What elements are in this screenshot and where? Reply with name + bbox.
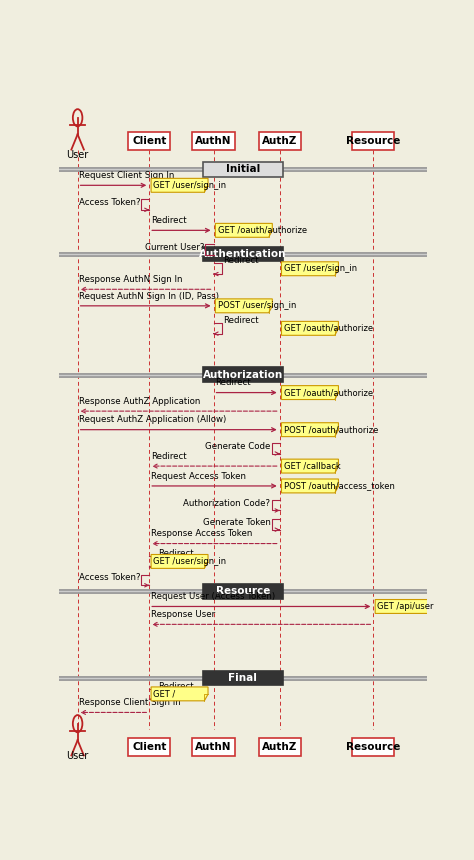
Text: Redirect: Redirect bbox=[158, 682, 194, 691]
Text: POST /user/sign_in: POST /user/sign_in bbox=[218, 301, 296, 310]
Text: Redirect: Redirect bbox=[151, 216, 187, 225]
Text: Request Client Sign In: Request Client Sign In bbox=[80, 171, 175, 180]
Text: Response AuthZ Application: Response AuthZ Application bbox=[80, 396, 201, 406]
Text: User: User bbox=[66, 751, 89, 761]
Text: Generate Code: Generate Code bbox=[205, 442, 271, 451]
Text: GET /user/sign_in: GET /user/sign_in bbox=[284, 264, 357, 273]
Text: GET /oauth/authorize: GET /oauth/authorize bbox=[284, 324, 373, 333]
FancyBboxPatch shape bbox=[352, 738, 394, 756]
Text: GET /api/user: GET /api/user bbox=[377, 602, 434, 611]
Text: AuthZ: AuthZ bbox=[262, 136, 297, 146]
Text: Access Token?: Access Token? bbox=[79, 574, 140, 582]
FancyBboxPatch shape bbox=[202, 247, 283, 261]
Text: Authorization: Authorization bbox=[203, 370, 283, 380]
Text: Client: Client bbox=[132, 742, 166, 752]
Polygon shape bbox=[282, 459, 338, 473]
Polygon shape bbox=[151, 687, 208, 701]
Text: Redirect: Redirect bbox=[215, 378, 251, 387]
Text: Authorization Code?: Authorization Code? bbox=[183, 499, 271, 507]
FancyBboxPatch shape bbox=[192, 132, 235, 150]
Polygon shape bbox=[282, 385, 338, 400]
Text: Response Client Sign In: Response Client Sign In bbox=[80, 698, 181, 707]
Text: Redirect: Redirect bbox=[158, 550, 194, 558]
Text: Response Access Token: Response Access Token bbox=[151, 529, 253, 538]
Text: Request Access Token: Request Access Token bbox=[151, 471, 246, 481]
Polygon shape bbox=[215, 299, 272, 313]
Text: POST /oauth/access_token: POST /oauth/access_token bbox=[284, 482, 394, 490]
Text: Client: Client bbox=[132, 136, 166, 146]
Text: Request AuthN Sign In (ID, Pass): Request AuthN Sign In (ID, Pass) bbox=[80, 292, 219, 300]
Text: GET /: GET / bbox=[153, 690, 175, 698]
Text: Redirect: Redirect bbox=[223, 316, 258, 325]
Text: Redirect: Redirect bbox=[223, 256, 258, 266]
Text: GET /user/sign_in: GET /user/sign_in bbox=[153, 181, 227, 190]
Text: AuthZ: AuthZ bbox=[262, 742, 297, 752]
Text: Redirect: Redirect bbox=[151, 452, 187, 461]
Text: Current User?: Current User? bbox=[145, 243, 204, 252]
Text: GET /oauth/authorize: GET /oauth/authorize bbox=[218, 226, 307, 235]
Text: GET /callback: GET /callback bbox=[284, 462, 340, 470]
FancyBboxPatch shape bbox=[192, 738, 235, 756]
Text: Resource: Resource bbox=[346, 136, 401, 146]
FancyBboxPatch shape bbox=[258, 132, 301, 150]
FancyBboxPatch shape bbox=[128, 738, 170, 756]
Text: GET /user/sign_in: GET /user/sign_in bbox=[153, 557, 227, 566]
Polygon shape bbox=[215, 224, 272, 237]
FancyBboxPatch shape bbox=[202, 367, 283, 382]
Text: Access Token?: Access Token? bbox=[79, 198, 140, 207]
FancyBboxPatch shape bbox=[258, 738, 301, 756]
FancyBboxPatch shape bbox=[128, 132, 170, 150]
Text: Authentication: Authentication bbox=[199, 249, 287, 259]
FancyBboxPatch shape bbox=[202, 163, 283, 176]
Polygon shape bbox=[375, 599, 432, 613]
Text: Final: Final bbox=[228, 673, 257, 683]
Text: AuthN: AuthN bbox=[195, 742, 232, 752]
FancyBboxPatch shape bbox=[202, 584, 283, 599]
Text: GET /oauth/authorize: GET /oauth/authorize bbox=[284, 388, 373, 397]
Polygon shape bbox=[282, 261, 338, 276]
Polygon shape bbox=[151, 555, 208, 568]
Text: Resource: Resource bbox=[216, 587, 270, 596]
Polygon shape bbox=[151, 178, 208, 193]
Polygon shape bbox=[282, 423, 338, 437]
FancyBboxPatch shape bbox=[202, 671, 283, 685]
Text: Resource: Resource bbox=[346, 742, 401, 752]
Text: User: User bbox=[66, 150, 89, 160]
Text: Request AuthZ Application (Allow): Request AuthZ Application (Allow) bbox=[80, 415, 227, 424]
Text: Response User: Response User bbox=[151, 610, 215, 619]
Polygon shape bbox=[282, 322, 338, 335]
Text: Response AuthN Sign In: Response AuthN Sign In bbox=[80, 275, 183, 284]
Text: AuthN: AuthN bbox=[195, 136, 232, 146]
Text: Request User (Access Token): Request User (Access Token) bbox=[151, 593, 275, 601]
Text: Generate Token: Generate Token bbox=[202, 518, 271, 527]
FancyBboxPatch shape bbox=[352, 132, 394, 150]
Polygon shape bbox=[282, 479, 338, 493]
Text: POST /oauth/authorize: POST /oauth/authorize bbox=[284, 425, 378, 434]
Text: Initial: Initial bbox=[226, 164, 260, 175]
